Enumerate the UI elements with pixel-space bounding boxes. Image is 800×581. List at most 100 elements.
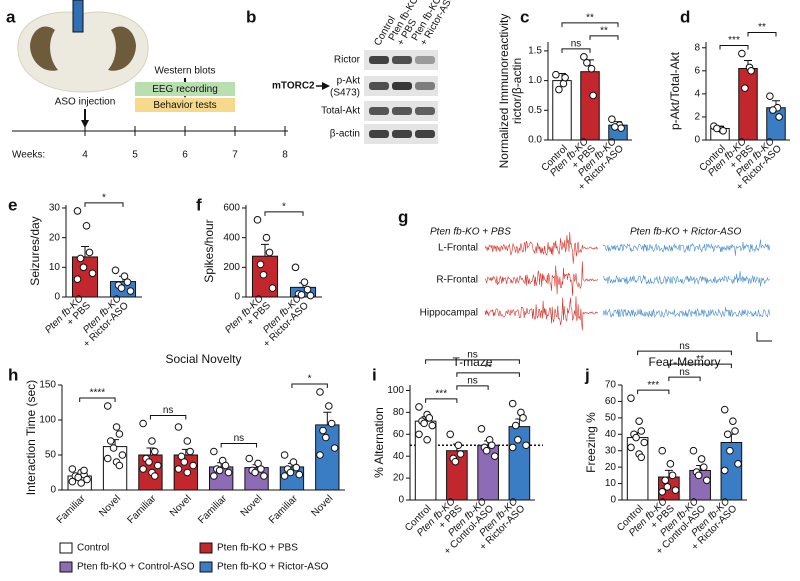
y-tick-label: 2 [694,112,700,123]
y-axis-title: Interaction Time (sec) [24,380,38,495]
data-point [316,388,324,396]
y-tick-label: 150 [39,380,56,391]
data-point [111,266,120,275]
data-point [702,476,711,485]
y-tick-label: 20 [605,462,617,473]
data-point [103,454,112,463]
data-point [731,427,739,435]
data-point [514,435,522,444]
data-point [738,49,746,58]
data-point [658,487,667,496]
data-point [508,443,517,452]
y-tick-label: 40 [393,451,405,462]
legend-label: Pten fb-KO + Control-ASO [77,562,195,573]
significance-label: ** [586,12,594,23]
y-tick-label: 20 [49,232,61,243]
y-tick-label: 30 [605,445,617,456]
data-point [608,115,616,124]
event-label: ASO injection [55,97,116,108]
significance-label: ns [467,350,478,361]
y-tick-label: 4 [694,89,700,100]
data-point [663,483,672,491]
data-point [487,441,496,450]
x-tick-label: Novel [239,493,265,519]
data-point [145,458,153,466]
significance-label: *** [647,380,659,391]
data-point [174,423,183,431]
data-point [747,67,755,75]
x-tick-label: Familiar [126,493,159,526]
data-point [268,284,277,292]
data-point [224,468,233,477]
data-point [76,254,85,263]
data-point [183,468,192,477]
y-tick-label: 10 [49,262,61,273]
data-point [589,91,597,100]
data-point [85,248,94,257]
y-tick-label: 200 [223,262,240,273]
data-point [723,430,732,439]
x-tick-label: Novel [309,493,335,519]
x-tick-label: Familiar [196,493,229,526]
y-tick-label: 0.0 [528,135,542,146]
data-point [508,399,517,408]
panel-label: e [8,195,17,214]
legend-label: Control [77,543,109,554]
data-point [694,471,703,480]
data-point [139,419,147,428]
data-point [477,425,486,433]
y-tick-label: 30 [49,203,61,214]
y-tick-label: 0 [54,292,60,303]
significance-bracket [637,389,670,395]
data-point [666,460,675,468]
data-point [561,73,569,82]
y-tick-label: 1.0 [528,75,542,86]
data-point [734,460,742,468]
significance-bracket [747,32,777,37]
significance-bracket [264,211,304,216]
panel-label: d [680,7,690,26]
data-point [77,479,85,487]
event-label: Western blots [155,66,216,77]
y-tick-label: 100 [387,385,404,396]
data-point [482,446,491,455]
data-point [260,472,268,480]
x-tick-label-line: Familiar [267,493,300,526]
data-point [68,477,77,486]
chart-title: Fear-Memory [648,355,720,369]
data-point [262,233,271,242]
x-tick-label-line: Familiar [196,493,229,526]
significance-label: * [282,201,286,212]
blot-band [392,130,412,138]
y-axis-title: % Alternation [372,407,386,478]
data-point [327,419,336,428]
y-axis-title: Normalized Immunoreactivity [497,14,511,169]
significance-label: ns [679,341,690,352]
significance-bracket [149,415,187,420]
data-point [174,465,183,473]
y-tick-label: 100 [39,415,56,426]
y-tick-label: 0.5 [528,105,542,116]
significance-label: ** [600,25,608,36]
data-point [139,465,147,473]
bar [580,71,600,141]
data-point [153,461,162,470]
blot-band [415,130,435,138]
data-point [699,463,708,471]
data-point [720,466,729,475]
y-tick-label: 60 [393,429,405,440]
data-point [68,465,77,473]
x-tick-label-line: Novel [97,493,123,519]
data-point [245,454,254,463]
data-point [671,486,680,494]
significance-bracket [425,359,520,364]
data-point [280,451,289,459]
y-tick-label: 0 [398,495,404,506]
y-tick-label: 80 [393,407,405,418]
x-tick-label: Novel [168,493,194,519]
data-point [103,402,112,410]
bar [738,68,758,141]
eeg-trace [602,239,770,256]
data-point [126,287,135,295]
